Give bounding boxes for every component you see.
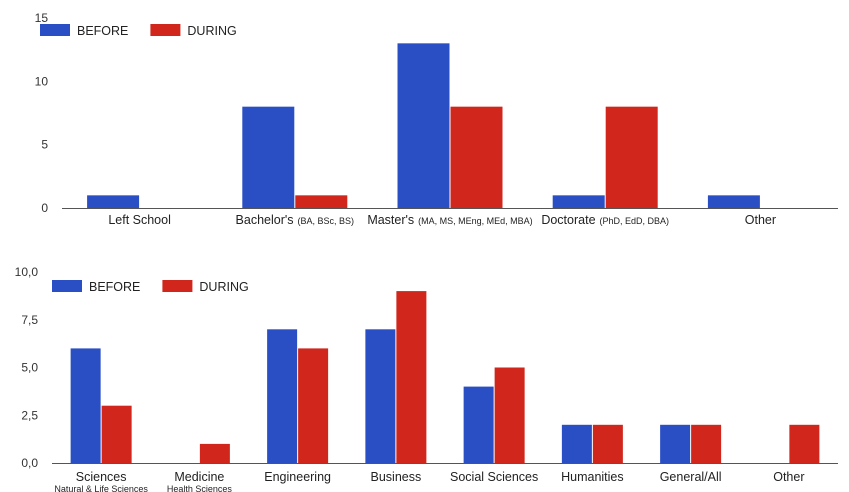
y-tick-label: 15 [35,11,49,25]
bar-during-7 [691,424,722,463]
category-label: Other [773,470,804,484]
category-sublabel: Health Sciences [167,484,233,492]
category-label: Sciences [76,470,127,484]
y-tick-label: 10,0 [15,265,39,279]
category-label: Social Sciences [450,470,538,484]
bar-during-6 [592,424,623,463]
legend-label-during: DURING [199,280,248,294]
bar-before-6 [561,424,592,463]
bar-during-4 [396,291,427,463]
category-label: Bachelor's (BA, BSc, BS) [236,213,355,227]
bar-before-1 [70,348,101,463]
bar-during-3 [450,106,503,208]
y-tick-label: 7,5 [21,313,38,327]
legend-label-before: BEFORE [77,24,128,38]
legend-swatch-before [52,280,82,292]
bar-before-2 [242,106,295,208]
legend: BEFORE DURING [52,280,249,294]
y-tick-label: 0,0 [21,456,38,470]
bar-during-5 [494,367,525,463]
category-label: Medicine [174,470,224,484]
legend-label-during: DURING [187,24,236,38]
bar-before-5 [463,386,494,463]
bar-before-4 [365,329,396,463]
bar-during-2 [199,443,230,463]
category-label: Other [745,213,776,227]
category-label: Engineering [264,470,331,484]
category-label: Left School [108,213,171,227]
chart-1: 0 5 10 15 Left School Bachelor's (BA, BSc, BS)… [35,11,838,227]
bar-before-3 [397,43,450,209]
category-label: Business [371,470,422,484]
bar-during-2 [295,195,348,208]
bar-before-1 [87,195,140,208]
category-sublabel: Natural & Life Sciences [54,484,148,492]
legend: BEFORE DURING [40,24,237,38]
y-tick-label: 10 [35,74,49,88]
bar-during-3 [298,348,329,463]
bar-before-3 [267,329,298,463]
legend-swatch-during [150,24,181,36]
y-tick-label: 0 [41,201,48,215]
category-label: General/All [660,470,722,484]
bar-before-4 [552,195,605,208]
category-label: Master's (MA, MS, MEng, MEd, MBA) [367,213,532,227]
category-label: Doctorate (PhD, EdD, DBA) [541,213,669,227]
y-tick-label: 2,5 [21,408,38,422]
bar-before-5 [707,195,760,208]
legend-swatch-before [40,24,70,36]
legend-swatch-during [162,280,193,292]
bar-during-1 [101,405,132,463]
y-tick-label: 5 [41,138,48,152]
legend-label-before: BEFORE [89,280,140,294]
bar-before-7 [660,424,691,463]
y-tick-label: 5,0 [21,361,38,375]
bar-during-8 [789,424,820,463]
bar-during-4 [605,106,658,208]
category-label: Humanities [561,470,624,484]
